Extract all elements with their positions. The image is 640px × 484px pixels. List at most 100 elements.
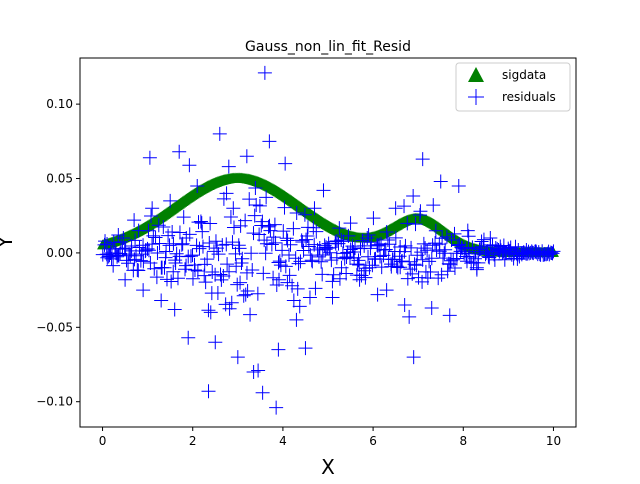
residual-point xyxy=(307,237,322,252)
residual-point xyxy=(225,235,240,250)
residual-point xyxy=(232,241,247,256)
residual-point xyxy=(111,228,126,243)
x-tick-label: 0 xyxy=(99,434,107,448)
legend-sigdata-marker xyxy=(468,67,484,82)
residual-point xyxy=(181,330,196,345)
legend-box xyxy=(455,62,571,112)
residual-point xyxy=(240,284,255,299)
residual-point xyxy=(286,221,301,236)
x-axis-ticks: 0 2 4 6 8 10 xyxy=(99,427,561,448)
residual-point xyxy=(462,250,477,265)
residual-point xyxy=(185,248,200,263)
residual-point xyxy=(226,201,241,216)
residual-point xyxy=(200,252,215,267)
residual-point xyxy=(145,201,160,216)
residual-point xyxy=(276,224,291,239)
residual-point xyxy=(446,252,461,267)
residual-point xyxy=(182,227,197,242)
residual-point xyxy=(243,307,258,322)
residual-point xyxy=(282,268,297,283)
residual-point xyxy=(183,249,198,264)
legend-residuals-marker xyxy=(468,89,484,105)
residual-point xyxy=(224,295,239,310)
residual-point xyxy=(222,264,237,279)
residual-point xyxy=(379,225,394,240)
residual-point xyxy=(178,262,193,277)
residual-point xyxy=(255,214,270,229)
residual-point xyxy=(162,238,177,253)
residual-point xyxy=(249,197,264,212)
residual-point xyxy=(497,252,512,267)
residual-point xyxy=(165,224,180,239)
residual-point xyxy=(154,293,169,308)
residual-point xyxy=(366,211,381,226)
residual-point xyxy=(379,283,394,298)
residual-point xyxy=(404,240,419,255)
residual-point xyxy=(193,214,208,229)
residual-point xyxy=(370,238,385,253)
residual-point xyxy=(202,236,217,251)
residual-point xyxy=(156,220,171,235)
residual-point xyxy=(250,286,265,301)
residual-point xyxy=(98,234,113,249)
residual-point xyxy=(97,237,112,252)
residual-point xyxy=(347,240,362,255)
residual-point xyxy=(163,193,178,208)
residual-point xyxy=(438,242,453,257)
residual-point xyxy=(397,199,412,214)
residual-point xyxy=(361,249,376,264)
residual-point xyxy=(152,236,167,251)
residual-point xyxy=(330,234,345,249)
residual-point xyxy=(306,220,321,235)
residual-point xyxy=(175,236,190,251)
residual-point xyxy=(269,400,284,415)
residual-point xyxy=(157,260,172,275)
x-tick-label: 4 xyxy=(279,434,287,448)
residual-point xyxy=(431,271,446,286)
residual-point xyxy=(271,255,286,270)
residual-point xyxy=(422,254,437,269)
residual-point xyxy=(201,384,216,399)
residual-point xyxy=(364,235,379,250)
residual-point xyxy=(161,228,176,243)
residual-point xyxy=(143,256,158,271)
residual-point xyxy=(122,247,137,262)
residual-point xyxy=(246,226,261,241)
residual-point xyxy=(297,207,312,222)
plot-marks xyxy=(95,65,561,415)
residual-point xyxy=(442,308,457,323)
residual-point xyxy=(142,150,157,165)
residual-point xyxy=(170,271,185,286)
residual-point xyxy=(282,247,297,262)
residual-point xyxy=(110,249,125,264)
legend-sigdata-label: sigdata xyxy=(502,68,546,82)
residual-point xyxy=(269,278,284,293)
residual-point xyxy=(474,234,489,249)
residual-point xyxy=(198,275,213,290)
residual-point xyxy=(434,267,449,282)
residual-point xyxy=(257,233,272,248)
residual-point xyxy=(447,226,462,241)
residual-point xyxy=(406,188,421,203)
residual-point xyxy=(194,216,209,231)
residual-point xyxy=(292,299,307,314)
residual-point xyxy=(191,215,206,230)
residual-point xyxy=(233,275,248,290)
residual-point xyxy=(226,220,241,235)
residual-point xyxy=(127,252,142,267)
residual-point xyxy=(216,191,231,206)
residual-point xyxy=(136,283,151,298)
residual-point xyxy=(346,244,361,259)
residual-point xyxy=(203,305,218,320)
legend-residuals-label: residuals xyxy=(502,90,556,104)
residual-point xyxy=(546,244,561,259)
residual-point xyxy=(185,271,200,286)
residual-point xyxy=(223,210,238,225)
residual-point xyxy=(352,272,367,287)
residual-point xyxy=(132,240,147,255)
residual-point xyxy=(255,385,270,400)
residual-point xyxy=(272,254,287,269)
residual-point xyxy=(187,263,202,278)
residual-point xyxy=(423,264,438,279)
